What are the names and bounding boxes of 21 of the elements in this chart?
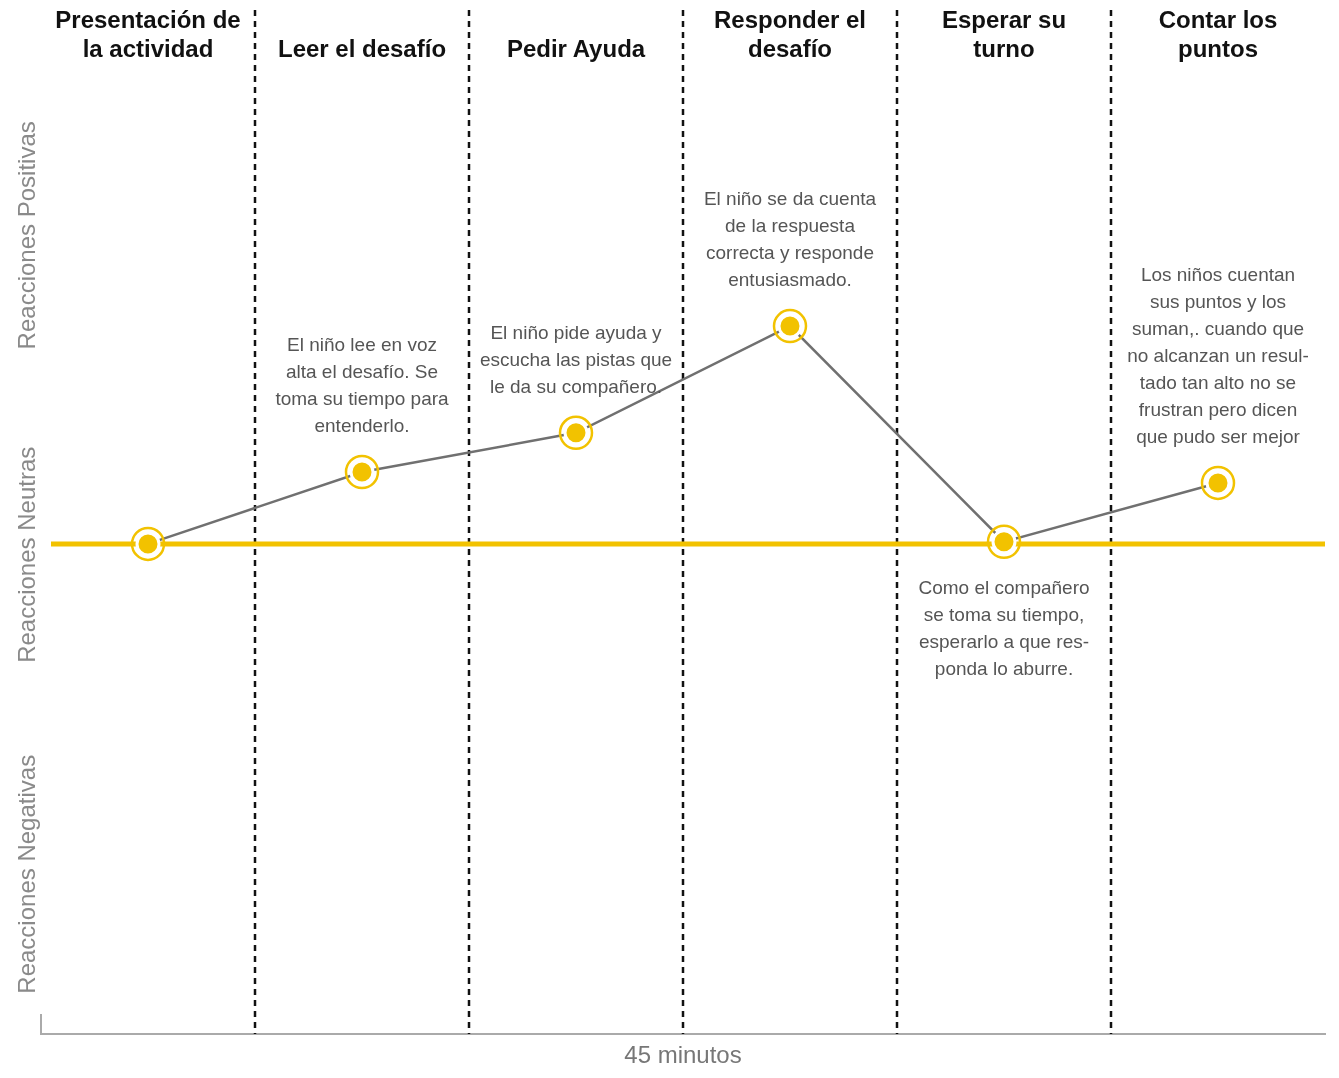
text: 45 minutos xyxy=(624,1040,742,1068)
text: Reacciones Neutras xyxy=(12,446,40,663)
text: Reacciones Positivas xyxy=(12,121,40,350)
annotation: Los niños cuentan sus puntos y los suman,. cuando que no alcanzan un resul- tado tan alto no se frustran pero dicen que pudo ser mejor xyxy=(1127,263,1309,447)
x-tick-label: Esperar su turno xyxy=(941,6,1067,62)
x-tick-label: Leer el desafío xyxy=(277,34,447,62)
point xyxy=(344,454,380,490)
annotation: El niño lee en voz alta el desafío. Se toma su tiempo para entenderlo. xyxy=(275,334,450,437)
x-tick-label: Responder el desafío xyxy=(713,6,867,62)
annotation: Como el compañero se toma su tiempo, esperarlo a que res- ponda lo aburre. xyxy=(918,576,1090,679)
point xyxy=(130,526,166,562)
annotation: El niño se da cuenta de la respuesta correcta y responde entusiasmado. xyxy=(703,188,877,291)
text: Reacciones Negativas xyxy=(12,754,40,994)
x-tick-label: Contar los puntos xyxy=(1158,6,1278,62)
point xyxy=(558,415,594,451)
point xyxy=(772,308,808,344)
point xyxy=(1200,465,1236,501)
point xyxy=(986,524,1022,559)
x-tick-label: Pedir Ayuda xyxy=(506,34,646,62)
annotation: El niño pide ayuda y escucha las pistas que le da su compañero. xyxy=(479,321,673,397)
x-tick-label: Presentación de la actividad xyxy=(55,6,241,62)
